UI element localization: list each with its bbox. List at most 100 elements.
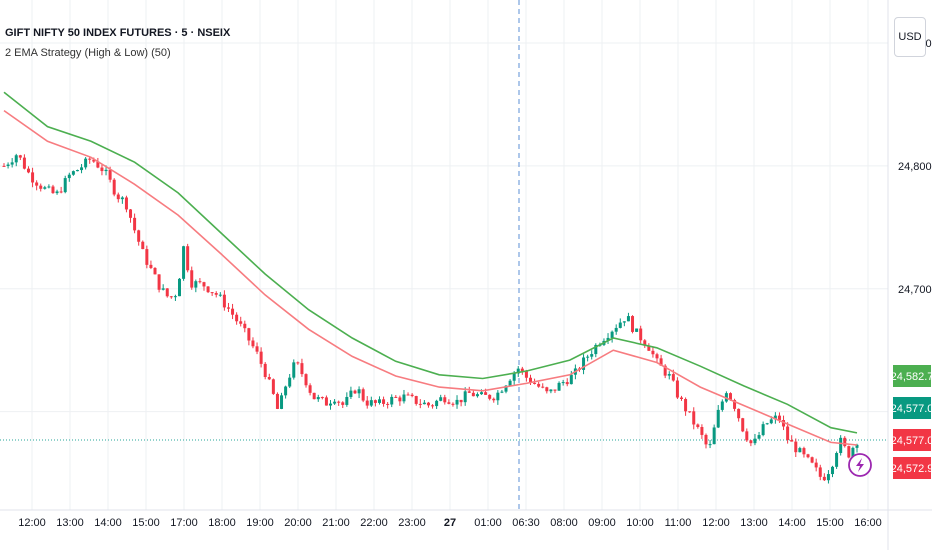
candle-body <box>59 191 63 193</box>
x-tick-label: 18:00 <box>208 517 236 529</box>
candle-body <box>329 403 333 406</box>
candle-body <box>133 217 137 231</box>
candle-body <box>692 411 696 425</box>
candle-body <box>471 392 475 397</box>
candle-body <box>675 380 679 398</box>
candle-body <box>614 327 618 332</box>
x-tick-label: 19:00 <box>246 517 274 529</box>
candle-body <box>349 390 353 397</box>
candle-body <box>100 167 104 172</box>
candle-body <box>822 476 826 481</box>
candle-body <box>590 354 594 357</box>
candle-body <box>31 172 35 183</box>
candle-body <box>55 191 59 194</box>
indicator-label[interactable]: 2 EMA Strategy (High & Low) (50) <box>5 47 171 59</box>
candle-body <box>455 399 459 405</box>
candle-body <box>431 405 435 407</box>
symbol-title[interactable]: GIFT NIFTY 50 INDEX FUTURES · 5 · NSEIX <box>5 27 231 39</box>
candle-body <box>186 246 190 271</box>
candle-body <box>149 264 153 268</box>
candle-body <box>798 448 802 453</box>
candle-body <box>210 292 214 294</box>
candle-body <box>235 314 239 322</box>
candle-body <box>161 288 165 290</box>
candle-body <box>639 328 643 341</box>
y-tick-label: 24,800.0 <box>898 161 932 173</box>
candle-body <box>810 457 814 463</box>
candle-body <box>451 403 455 405</box>
currency-button[interactable]: USD <box>894 17 926 57</box>
candle-body <box>818 467 822 477</box>
candle-body <box>304 374 308 386</box>
candle-body <box>104 169 108 172</box>
candle-body <box>484 392 488 395</box>
x-tick-label: 23:00 <box>398 517 426 529</box>
candle-body <box>108 169 112 180</box>
candle-body <box>839 437 843 454</box>
candle-body <box>655 354 659 359</box>
candle-body <box>312 392 316 400</box>
candle-body <box>500 391 504 393</box>
candle-body <box>88 158 92 160</box>
candle-body <box>96 161 100 168</box>
candle-body <box>475 394 479 397</box>
candle-body <box>549 389 553 392</box>
x-tick-label: 11:00 <box>665 517 692 529</box>
candle-body <box>622 321 626 323</box>
candle-body <box>296 362 300 364</box>
candle-body <box>569 374 573 385</box>
candle-body <box>582 357 586 370</box>
candle-body <box>394 396 398 398</box>
price-tag-label: 24,577.0 <box>891 435 932 447</box>
candle-body <box>231 308 235 315</box>
candle-body <box>700 427 704 435</box>
candle-body <box>426 402 430 406</box>
candle-body <box>6 164 10 166</box>
candle-body <box>300 363 304 375</box>
x-tick-label: 13:00 <box>740 517 768 529</box>
candle-body <box>422 402 426 405</box>
candle-body <box>341 402 345 405</box>
x-tick-label: 12:00 <box>702 517 730 529</box>
candle-body <box>635 328 639 332</box>
candle-body <box>263 363 267 378</box>
candle-body <box>214 293 218 295</box>
time-axis[interactable]: 12:00 13:00 14:00 15:00 17:00 18:00 19:00 20:00… <box>0 509 932 529</box>
candle-body <box>226 307 230 309</box>
candle-body <box>386 403 390 405</box>
candle-body <box>843 437 847 447</box>
candle-body <box>124 197 128 210</box>
candle-body <box>802 448 806 455</box>
candle-body <box>153 267 157 275</box>
candle-body <box>561 382 565 384</box>
candle-body <box>765 423 769 425</box>
candle-body <box>782 420 786 427</box>
candle-body <box>835 453 839 467</box>
candle-body <box>684 398 688 412</box>
candle-body <box>275 393 279 409</box>
candle-body <box>847 446 851 458</box>
candle-body <box>145 249 149 265</box>
candle-body <box>365 400 369 406</box>
candle-body <box>43 187 47 189</box>
candle-body <box>80 167 84 171</box>
candle-body <box>18 155 22 158</box>
candle-body <box>708 444 712 446</box>
candle-body <box>377 399 381 403</box>
candle-body <box>418 403 422 405</box>
x-tick-label: 12:00 <box>18 517 46 529</box>
ema-series <box>3 91 858 446</box>
candle-body <box>651 350 655 355</box>
x-tick-label: 14:00 <box>94 517 122 529</box>
candle-body <box>259 351 263 364</box>
candle-body <box>345 396 349 405</box>
candle-body <box>239 321 243 324</box>
candle-body <box>84 158 88 168</box>
candle-body <box>643 340 647 346</box>
candle-body <box>696 424 700 428</box>
candle-body <box>206 286 210 293</box>
x-tick-label: 16:00 <box>854 517 882 529</box>
lightning-icon[interactable] <box>848 453 872 477</box>
candle-body <box>406 394 410 396</box>
